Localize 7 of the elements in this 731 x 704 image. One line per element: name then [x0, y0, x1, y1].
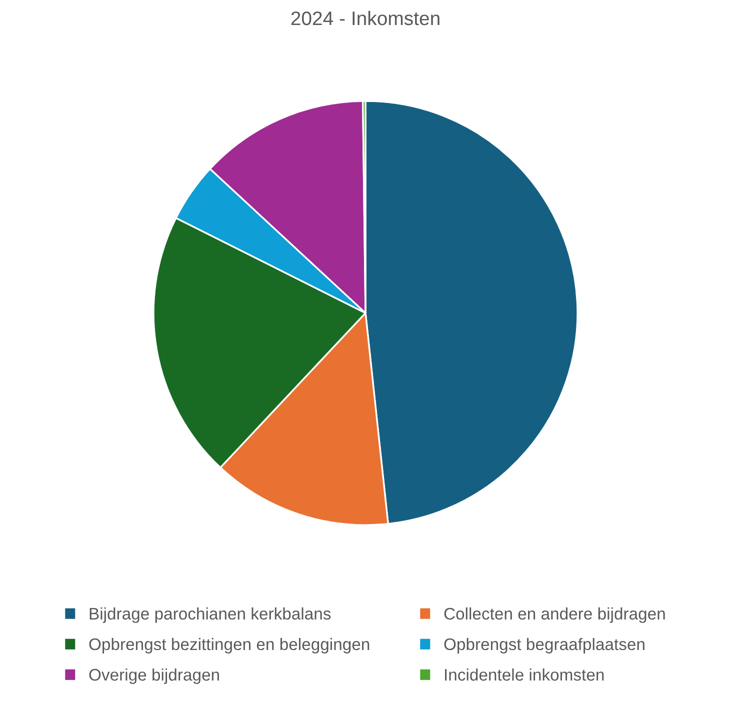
legend-label: Opbrengst begraafplaatsen — [444, 638, 644, 654]
legend-label: Collecten en andere bijdragen — [444, 607, 665, 623]
legend-label: Incidentele inkomsten — [445, 668, 604, 681]
legend-label: Opbrengst bezittingen en beleggingen — [89, 638, 370, 654]
legend-label: Overige bijdragen — [89, 668, 219, 684]
chart-title: 2024 - Inkomsten — [291, 10, 440, 26]
legend-label: Bijdrage parochianen kerkbalans — [90, 607, 331, 623]
